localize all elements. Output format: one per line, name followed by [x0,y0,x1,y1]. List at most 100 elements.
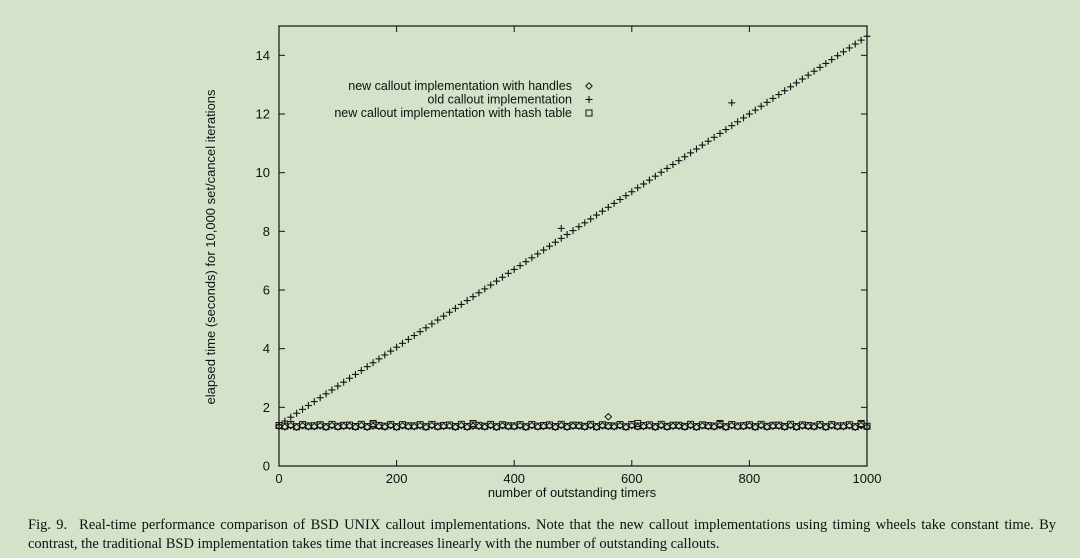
data-point [698,421,707,430]
data-point [527,421,536,430]
data-point [745,421,754,430]
data-point [604,422,613,431]
data-point [616,421,624,430]
data-point [445,422,454,430]
data-point [716,129,724,137]
series-new-callout-implementation-with-handles [275,412,871,432]
data-point [375,355,383,363]
data-point [516,262,524,270]
data-point [728,122,736,130]
x-tick-label: 600 [621,471,643,486]
data-point [592,423,601,432]
data-point [745,110,753,118]
data-point [316,421,325,430]
data-point [551,423,560,432]
data-point [763,423,771,431]
y-tick-label: 8 [263,224,270,239]
data-point [680,423,689,431]
data-point [416,328,424,336]
data-point [792,79,800,87]
plot-frame [278,25,868,467]
data-point [398,421,407,430]
data-point [622,192,630,200]
data-point [845,421,854,430]
data-point [280,422,289,431]
data-point [504,422,513,431]
data-point [774,422,783,431]
data-point [333,423,342,431]
series-old-callout-implementation [275,32,871,429]
data-point [569,422,577,431]
data-point [857,421,866,430]
data-point [863,423,871,431]
data-point [393,343,401,351]
data-point [598,207,606,215]
data-point [734,118,742,126]
data-point [369,422,377,430]
data-point [293,409,301,417]
data-point [475,289,483,297]
data-point [851,423,860,432]
x-tick-label: 0 [275,471,282,486]
data-point [839,422,848,431]
data-point [363,363,371,371]
data-point [816,63,824,71]
data-point [410,332,418,340]
data-point [634,419,642,427]
y-tick-label: 14 [256,48,270,63]
data-point [522,423,530,432]
data-point [557,224,565,232]
data-point [857,36,865,44]
data-point [775,91,783,99]
data-point [628,188,636,196]
data-point [380,423,389,431]
data-point [828,56,836,64]
data-point [663,423,671,431]
data-point [351,370,359,378]
x-axis-label: number of outstanding timers [488,485,657,500]
data-point [593,211,601,219]
data-point [480,423,489,431]
data-point [469,422,477,430]
legend-label: new callout implementation with handles [348,79,572,93]
data-point [357,421,366,430]
data-point [686,421,695,430]
data-point [528,254,536,262]
data-point [834,52,842,60]
data-point [845,44,853,52]
data-point [721,423,730,432]
data-point [645,176,653,184]
data-point [369,419,377,427]
caption-label: Fig. 9. [28,517,68,533]
data-point [328,421,336,430]
data-point [451,304,459,312]
data-point [681,153,689,161]
legend-marker [585,82,593,90]
data-point [428,320,436,328]
data-point [810,422,818,431]
axis-ticks: 0 200 400 600 800 1000 0 2 4 6 8 10 12 14 [256,26,882,486]
data-point [545,422,554,430]
data-point [345,422,354,430]
data-point [304,422,313,431]
data-point [339,422,348,431]
x-tick-label: 1000 [853,471,882,486]
data-point [404,422,413,431]
data-point [622,423,630,432]
data-point [598,421,607,430]
data-point [739,422,748,431]
data-point [387,347,395,355]
data-point [404,335,412,343]
data-point [810,67,818,75]
plot-axes [278,25,868,467]
data-point [657,168,665,176]
data-point [740,114,748,122]
data-point [516,421,524,430]
data-point [498,273,506,281]
data-point [781,87,789,95]
data-point [369,359,377,367]
data-point [416,421,425,430]
x-tick-label: 400 [503,471,525,486]
data-point [710,133,718,141]
data-point [833,422,842,431]
